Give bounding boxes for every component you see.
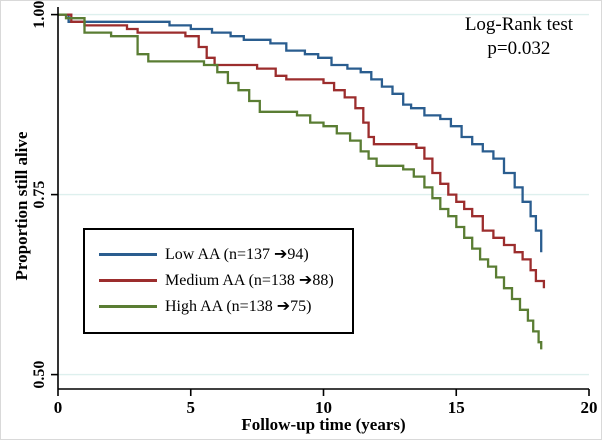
legend-item-medium-aa: Medium AA (n=138 ➔88) xyxy=(99,270,334,290)
medium-aa-line-swatch xyxy=(99,278,157,282)
low-aa-line-swatch xyxy=(99,252,157,256)
curve-low-aa xyxy=(58,13,543,253)
x-axis-title: Follow-up time (years) xyxy=(241,415,406,434)
x-tick-label-15: 15 xyxy=(448,398,465,417)
y-tick-label-0.75: 0.75 xyxy=(31,181,48,209)
logrank-annotation-line1: Log-Rank test xyxy=(464,14,573,35)
curve-medium-aa xyxy=(58,13,546,289)
curve-high-aa xyxy=(58,13,543,350)
legend-label-medium-aa: Medium AA (n=138 ➔88) xyxy=(165,272,334,289)
legend-label-low-aa: Low AA (n=137 ➔94) xyxy=(165,246,309,263)
x-tick-label-20: 20 xyxy=(581,398,598,417)
legend-item-high-aa: High AA (n=138 ➔75) xyxy=(99,296,334,316)
legend-label-high-aa: High AA (n=138 ➔75) xyxy=(165,298,312,315)
y-tick-label-1: 1.00 xyxy=(31,1,48,29)
high-aa-line-swatch xyxy=(99,304,157,308)
x-tick-label-0: 0 xyxy=(54,398,63,417)
logrank-annotation-line2: p=0.032 xyxy=(487,37,551,59)
legend-box: Low AA (n=137 ➔94) Medium AA (n=138 ➔88)… xyxy=(83,228,354,334)
logrank-annotation: Log-Rank test p=0.032 xyxy=(465,13,573,61)
legend-item-low-aa: Low AA (n=137 ➔94) xyxy=(99,244,334,264)
y-axis-title: Proportion still alive xyxy=(12,131,31,281)
x-tick-label-10: 10 xyxy=(315,398,332,417)
x-tick-label-5: 5 xyxy=(187,398,196,417)
y-tick-label-0.5: 0.50 xyxy=(31,361,48,389)
